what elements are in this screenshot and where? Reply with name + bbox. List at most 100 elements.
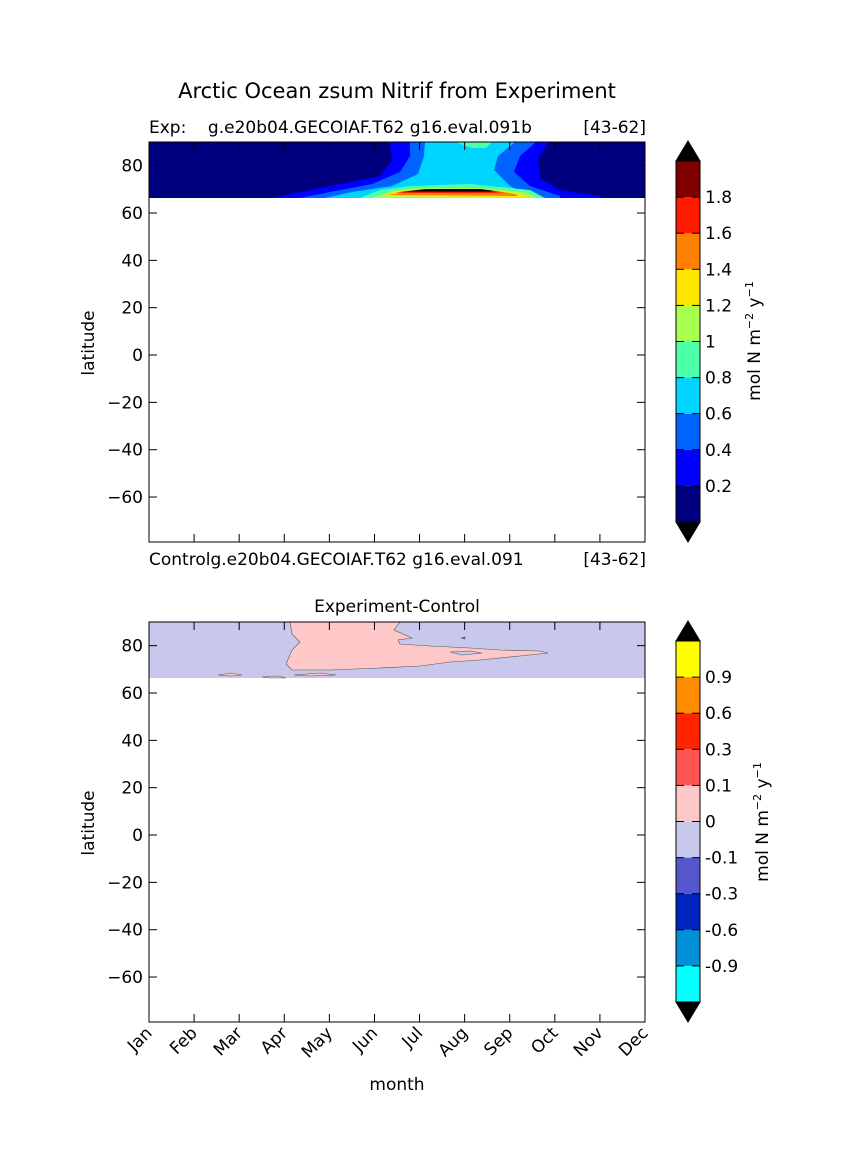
y-tick-label: −60 [107,488,143,508]
x-tick-label: Jul [398,1023,427,1052]
bottom-band-positive-blob-3 [293,672,337,677]
bottom-colorbar-label: mol N m−2 y−1 [751,762,773,882]
y-tick-label: 80 [121,157,143,177]
bottom-y-axis: −60 −40 −20 0 20 40 60 80 [107,637,645,988]
y-tick-label: −40 [107,921,143,941]
x-tick-label: Jan [123,1023,156,1056]
bottom-panel-title: Experiment-Control [314,597,480,617]
y-tick-label: 80 [121,637,143,657]
top-y-axis: −60 −40 −20 0 20 40 60 80 [107,157,645,508]
y-tick-label: 20 [121,299,143,319]
y-tick-label: 20 [121,779,143,799]
colorbar-tick-label: -0.1 [705,849,738,869]
colorbar-swatch [676,161,700,198]
colorbar-tick-label: 1.8 [705,188,732,208]
colorbar-extend-max [675,140,701,162]
bottom-band-positive-blob-2 [261,675,287,679]
y-tick-label: 60 [121,204,143,224]
y-tick-label: −20 [107,873,143,893]
y-tick-label: −60 [107,968,143,988]
top-band-max [410,189,495,191]
x-tick-label: Sep [480,1023,517,1060]
bottom-plot-background [149,622,645,1022]
colorbar-swatch [676,197,700,234]
top-colorbar: 0.2 0.4 0.6 0.8 1 1.2 1.4 1.6 1.8 [675,140,732,543]
x-tick-label: Apr [257,1023,292,1058]
colorbar-swatch [676,305,700,342]
colorbar-tick-label: 0.3 [705,740,732,760]
colorbar-swatch [676,965,700,1002]
colorbar-swatch [676,377,700,414]
top-plot-frame [148,141,646,543]
colorbar-swatch [676,893,700,930]
bottom-x-axis-label: month [369,1075,424,1095]
x-tick-label: Feb [166,1023,201,1058]
colorbar-tick-label: 0.2 [705,477,732,497]
figure-title: Arctic Ocean zsum Nitrif from Experiment [178,79,616,103]
colorbar-swatch [676,233,700,270]
colorbar-swatch [676,821,700,858]
colorbar-swatch [676,785,700,822]
colorbar-swatch [676,929,700,966]
y-tick-label: 40 [121,731,143,751]
y-tick-label: −40 [107,441,143,461]
x-tick-label: Dec [615,1023,652,1060]
top-y-axis-label: latitude [79,310,99,375]
colorbar-swatch [676,857,700,894]
x-tick-label: Jun [348,1023,382,1057]
y-tick-label: 0 [132,346,143,366]
colorbar-tick-label: 0.1 [705,776,732,796]
colorbar-swatch [676,269,700,306]
colorbar-swatch [676,449,700,486]
top-panel-title-left: Exp: g.e20b04.GECOIAF.T62 g16.eval.091b [149,118,532,138]
colorbar-tick-label: 1.2 [705,296,732,316]
bottom-y-axis-label: latitude [79,790,99,855]
colorbar-swatch [676,677,700,714]
bottom-colorbar: -0.9 -0.6 -0.3 -0.1 0 0.1 0.3 0.6 0.9 [675,620,738,1023]
x-tick-label: Aug [435,1023,473,1061]
y-tick-label: 40 [121,251,143,271]
bottom-band-negative-dot [460,636,466,640]
colorbar-swatch [676,713,700,750]
bottom-panel-subtitle-right: [43-62] [583,550,646,570]
colorbar-tick-label: 0 [705,813,716,833]
colorbar-tick-label: 0.8 [705,369,732,389]
top-x-axis [148,142,646,542]
bottom-band-positive [285,622,549,671]
colorbar-extend-min [675,521,701,543]
colorbar-extend-min [675,1001,701,1023]
top-colorbar-label: mol N m−2 y−1 [743,281,765,401]
colorbar-swatch [676,341,700,378]
bottom-panel-subtitle-left: Controlg.e20b04.GECOIAF.T62 g16.eval.091 [149,550,524,570]
top-panel: Exp: g.e20b04.GECOIAF.T62 g16.eval.091b … [79,118,765,543]
colorbar-tick-label: -0.3 [705,885,738,905]
colorbar-swatch [676,641,700,678]
top-plot-background [149,142,645,542]
colorbar-tick-label: -0.9 [705,957,738,977]
top-band-level-4 [360,142,545,198]
colorbar-swatch [676,749,700,786]
x-tick-label: May [298,1023,337,1062]
colorbar-swatch [676,413,700,450]
top-band-level-3 [325,142,530,198]
bottom-band-positive-blob-1 [217,672,243,677]
y-tick-label: 60 [121,684,143,704]
bottom-contour-field [149,622,645,679]
colorbar-tick-label: -0.6 [705,921,738,941]
colorbar-tick-label: 0.6 [705,405,732,425]
bottom-panel: Controlg.e20b04.GECOIAF.T62 g16.eval.091… [79,550,773,1095]
colorbar-swatch [676,485,700,522]
colorbar-extend-max [675,620,701,642]
colorbar-tick-label: 1.4 [705,260,732,280]
y-tick-label: −20 [107,393,143,413]
colorbar-tick-label: 0.4 [705,441,732,461]
bottom-band-negative-blob [449,650,483,656]
top-panel-title-right: [43-62] [583,118,646,138]
x-tick-label: Mar [210,1023,247,1060]
bottom-plot-frame [148,621,646,1023]
colorbar-tick-label: 1 [705,333,716,353]
x-tick-label: Nov [570,1023,608,1061]
colorbar-tick-label: 0.6 [705,704,732,724]
top-contour-field [149,142,645,198]
